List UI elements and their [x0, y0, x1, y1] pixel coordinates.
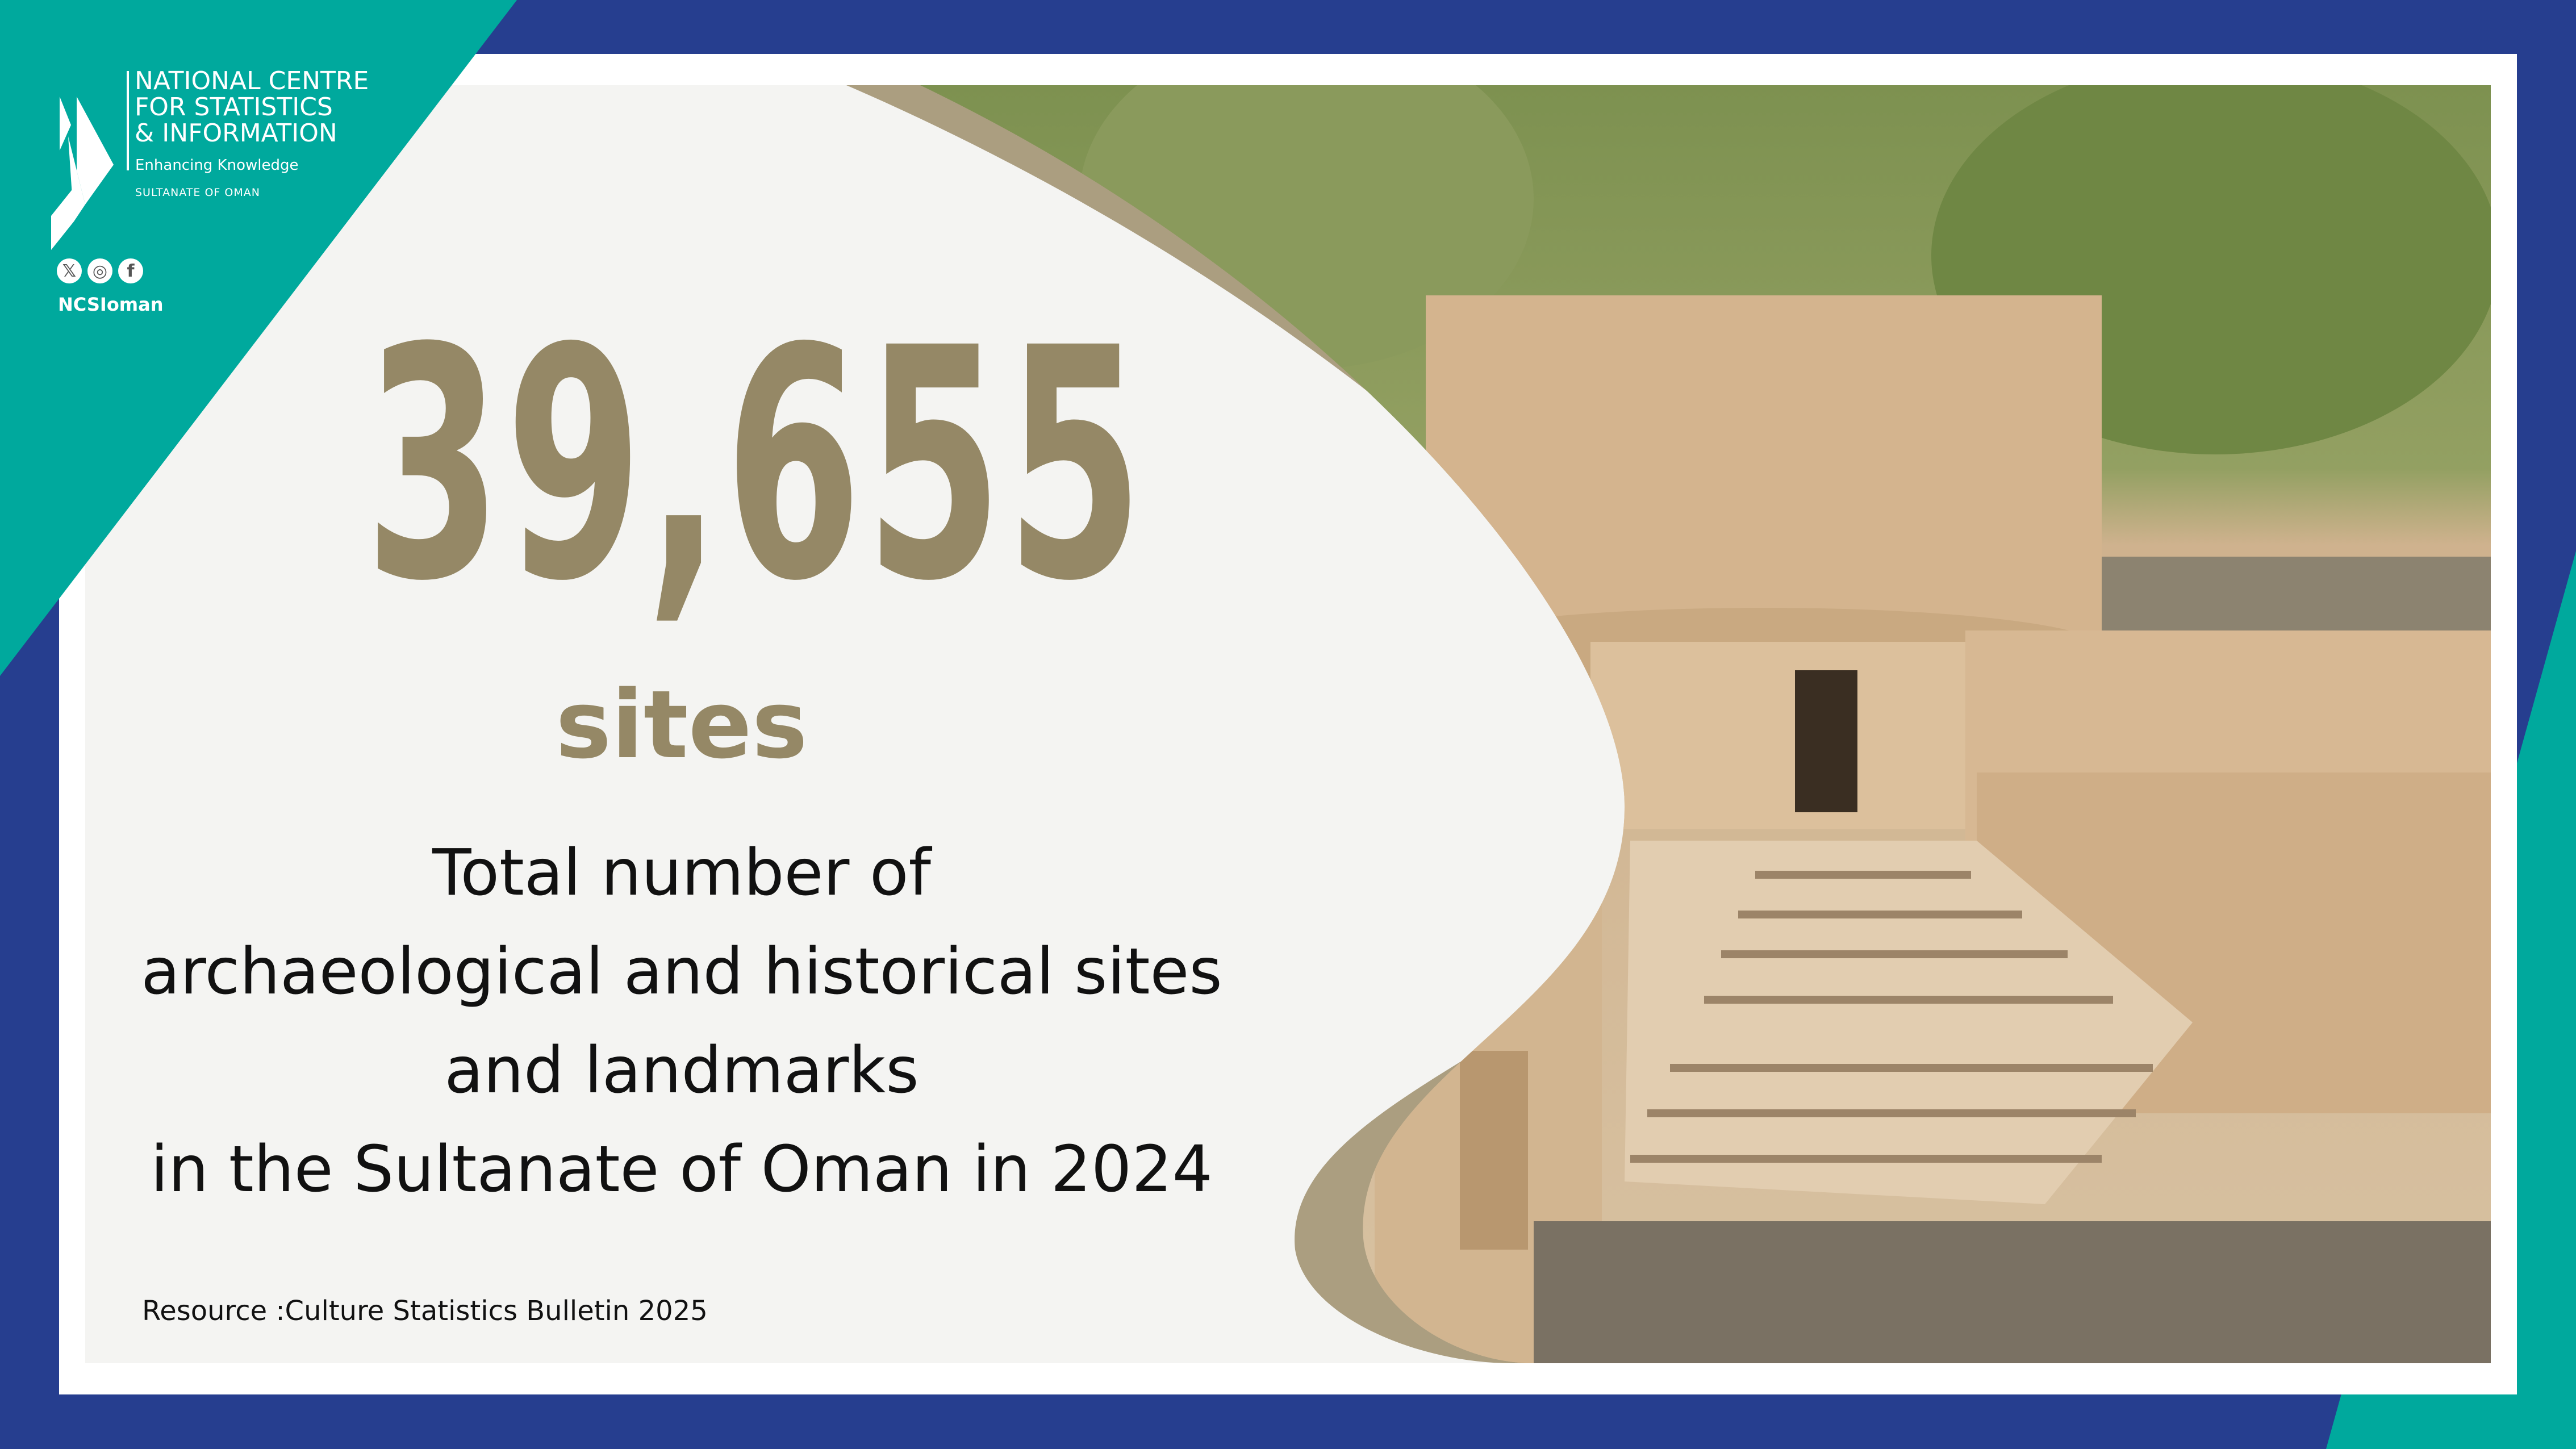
description-line: Total number of [432, 836, 931, 910]
ncsi-logo-mark [51, 71, 129, 250]
country-label: SULTANATE OF OMAN [135, 186, 260, 199]
description-line: in the Sultanate of Oman in 2024 [151, 1133, 1213, 1206]
organization-name: NATIONAL CENTRE FOR STATISTICS & INFORMA… [135, 68, 369, 147]
tagline: Enhancing Knowledge [135, 157, 299, 174]
source-note: Resource :Culture Statistics Bulletin 20… [142, 1295, 708, 1327]
org-name-line: & INFORMATION [135, 119, 337, 148]
social-handle: NCSIoman [58, 294, 164, 315]
instagram-icon[interactable]: ◎ [87, 258, 112, 283]
description-line: archaeological and historical sites [141, 935, 1222, 1009]
facebook-icon[interactable]: f [118, 258, 143, 283]
stat-description: Total number of archaeological and histo… [85, 824, 1278, 1219]
description-line: and landmarks [444, 1034, 919, 1108]
org-name-line: FOR STATISTICS [135, 93, 333, 122]
stat-value: 39,655 [365, 281, 1147, 651]
org-name-line: NATIONAL CENTRE [135, 66, 369, 95]
social-links: 𝕏 ◎ f [57, 258, 143, 283]
stat-unit: sites [556, 670, 808, 779]
x-icon[interactable]: 𝕏 [57, 258, 82, 283]
